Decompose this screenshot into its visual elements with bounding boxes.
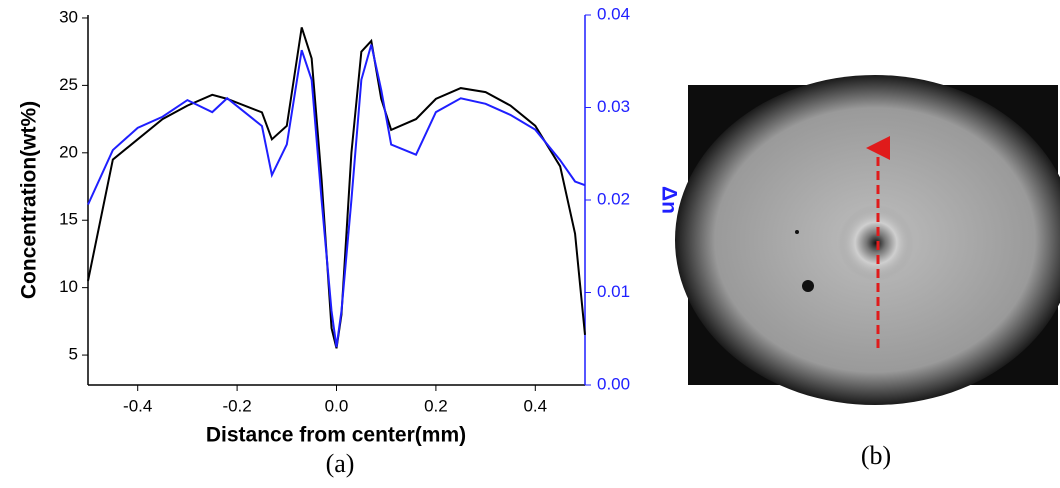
data-line — [87, 27, 586, 349]
x-tick-label: -0.2 — [222, 396, 251, 415]
y2-axis-label: Δn — [657, 186, 680, 214]
y-tick-label: 5 — [69, 345, 78, 364]
y2-tick-label: 0.03 — [597, 97, 630, 116]
y2-tick-label: 0.00 — [597, 374, 630, 393]
photo-spot — [802, 280, 814, 292]
y2-tick-label: 0.04 — [597, 4, 630, 23]
y-tick-label: 10 — [59, 277, 78, 296]
y-tick-label: 20 — [59, 142, 78, 161]
x-tick-label: -0.4 — [123, 396, 152, 415]
photo-spot — [795, 230, 799, 234]
x-tick-label: 0.0 — [325, 396, 349, 415]
photo-ring — [838, 205, 914, 281]
y2-tick-label: 0.02 — [597, 189, 630, 208]
x-tick-label: 0.4 — [523, 396, 547, 415]
x-tick-label: 0.2 — [424, 396, 448, 415]
y-tick-label: 25 — [59, 75, 78, 94]
y-tick-label: 15 — [59, 210, 78, 229]
photo — [675, 75, 1060, 405]
caption: (a) — [326, 449, 355, 478]
y2-tick-label: 0.01 — [597, 282, 630, 301]
y-axis-label: Concentration(wt%) — [18, 101, 41, 299]
x-axis-label: Distance from center(mm) — [206, 424, 466, 447]
y-tick-label: 30 — [59, 7, 78, 26]
data-line — [87, 44, 586, 348]
caption: (b) — [861, 441, 891, 470]
